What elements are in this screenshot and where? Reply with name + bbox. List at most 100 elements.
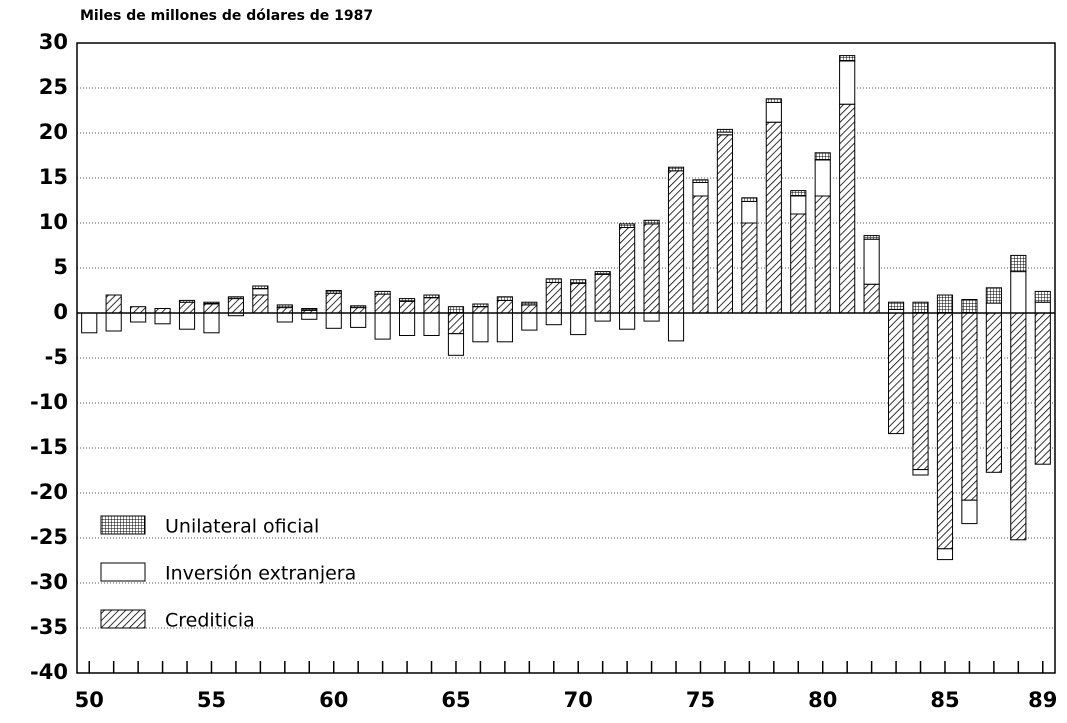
bar-segment <box>276 307 293 314</box>
bar-segment <box>765 121 782 314</box>
bar-segment <box>423 312 440 336</box>
y-tick-label: 10 <box>39 210 68 234</box>
bar-segment <box>716 128 734 133</box>
bar-segment <box>912 312 929 471</box>
y-tick-label: 25 <box>39 75 68 99</box>
bar-segment <box>716 134 734 314</box>
bar-segment <box>276 312 293 323</box>
bar-segment <box>325 312 342 329</box>
bar-segment <box>594 271 611 275</box>
bar-segment <box>350 305 367 309</box>
x-tick-label: 50 <box>75 688 104 712</box>
bar-segment <box>252 285 269 290</box>
bar-segment <box>105 312 122 332</box>
bar-segment <box>105 294 122 314</box>
bar-segment <box>936 548 954 561</box>
x-tick-label: 85 <box>930 688 959 712</box>
bar-segment <box>839 55 856 62</box>
bar-segment <box>1034 312 1051 465</box>
bar-segment <box>692 179 709 184</box>
bar-segment <box>496 299 513 314</box>
bar-segment <box>961 499 978 525</box>
bar-segment <box>643 223 660 314</box>
bar-segment <box>643 312 660 322</box>
bar-segment <box>887 301 905 310</box>
bar-segment <box>863 235 880 240</box>
bar-segment <box>839 103 856 314</box>
bar-segment <box>472 303 489 308</box>
bar-segment <box>447 333 465 356</box>
bar-segment <box>423 297 440 314</box>
x-tick-label: 80 <box>808 688 837 712</box>
bar-segment <box>741 200 758 224</box>
bar-segment <box>692 182 709 197</box>
bar-segment <box>570 279 587 284</box>
bar-segment <box>961 299 978 314</box>
bar-segment <box>1010 254 1027 273</box>
bar-segment <box>863 238 880 285</box>
bar-segment <box>203 303 220 314</box>
bar-segment <box>276 304 293 309</box>
bar-segment <box>594 312 611 322</box>
bar-segment <box>374 290 391 295</box>
bar-segment <box>985 312 1002 473</box>
bar-segment <box>398 312 416 336</box>
y-tick-label: 20 <box>39 120 68 144</box>
y-tick-label: 0 <box>53 300 68 324</box>
bar-segment <box>227 298 245 314</box>
legend-swatch <box>100 609 146 629</box>
bar-segment <box>790 190 807 197</box>
bar-segment <box>423 294 440 299</box>
bar-segment <box>1010 271 1027 314</box>
x-tick-label: 75 <box>686 688 715 712</box>
bar-segment <box>839 60 856 105</box>
bar-segment <box>521 312 538 331</box>
bar-segment <box>814 195 831 314</box>
bar-segment <box>325 290 342 294</box>
y-tick-label: 30 <box>39 30 68 54</box>
bar-segment <box>227 296 245 300</box>
bar-segment <box>178 299 196 303</box>
bar-segment <box>887 312 905 435</box>
bar-segment <box>374 293 391 314</box>
bar-segment <box>741 222 758 314</box>
bar-segment <box>570 282 587 314</box>
bar-segment <box>619 312 636 330</box>
bar-segment <box>130 306 147 314</box>
bar-segment <box>301 308 318 311</box>
bar-segment <box>619 223 636 228</box>
x-tick-label: 60 <box>319 688 348 712</box>
bar-segment <box>496 296 513 301</box>
bar-segment <box>178 301 196 314</box>
bar-segment <box>374 312 391 340</box>
x-tick-label: 65 <box>441 688 470 712</box>
y-tick-label: 15 <box>39 165 68 189</box>
bar-segment <box>472 312 489 343</box>
bar-segment <box>667 166 685 172</box>
y-tick-label: -20 <box>30 480 68 504</box>
y-tick-label: -35 <box>30 615 68 639</box>
bar-segment <box>570 312 587 336</box>
bar-segment <box>545 278 562 283</box>
bar-segment <box>985 287 1002 304</box>
bar-segment <box>790 195 807 215</box>
bar-segment <box>252 294 269 314</box>
bar-segment <box>398 300 416 314</box>
bar-segment <box>741 197 758 202</box>
y-tick-label: -10 <box>30 390 68 414</box>
bar-segment <box>521 304 538 314</box>
bar-segment <box>961 312 978 501</box>
legend-label: Unilateral oficial <box>165 516 319 538</box>
bar-segment <box>619 227 636 314</box>
bar-segment <box>325 292 342 314</box>
bar-segment <box>203 301 220 305</box>
bar-segment <box>398 298 416 302</box>
bar-segment <box>81 312 98 334</box>
bar-segment <box>863 283 880 314</box>
bar-segment <box>252 288 269 296</box>
bar-segment <box>936 312 954 550</box>
bar-segment <box>912 301 929 314</box>
bar-segment <box>350 307 367 314</box>
x-tick-label: 70 <box>564 688 593 712</box>
